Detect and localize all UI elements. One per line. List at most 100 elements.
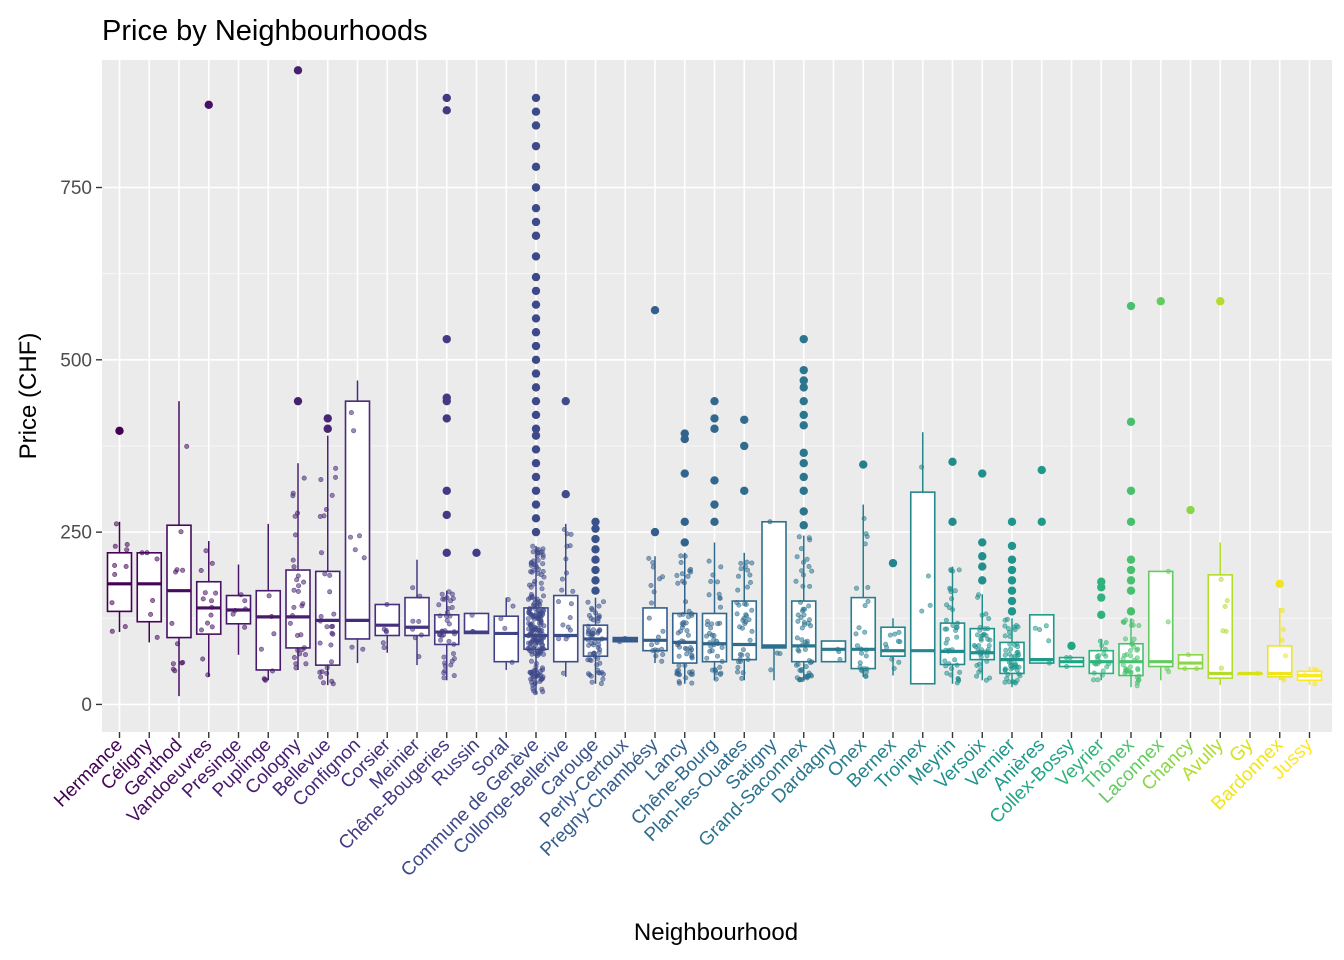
jitter-point [651, 589, 657, 595]
jitter-point [303, 661, 309, 667]
jitter-point [525, 633, 531, 639]
jitter-point [205, 620, 211, 626]
box-Bellevue [314, 414, 341, 687]
jitter-point [719, 644, 725, 650]
box-Confignon [344, 380, 371, 664]
jitter-point [539, 633, 545, 639]
jitter-point [563, 556, 569, 562]
jitter-point [541, 607, 547, 613]
jitter-point [1135, 666, 1141, 672]
outlier-point [1007, 586, 1017, 595]
jitter-point [169, 620, 175, 626]
box-iqr [166, 524, 192, 639]
jitter-point [1003, 647, 1009, 653]
jitter-point [328, 642, 334, 648]
jitter-point [298, 632, 304, 638]
outlier-point [710, 396, 719, 406]
outlier-point [978, 538, 987, 547]
outlier-point [531, 341, 541, 351]
jitter-point [209, 624, 215, 630]
outlier-point [323, 414, 332, 423]
jitter-point [292, 532, 298, 538]
jitter-point [974, 632, 980, 638]
outlier-point [442, 106, 451, 115]
jitter-point [532, 680, 538, 686]
outlier-point [1126, 517, 1136, 526]
jitter-point [441, 675, 447, 681]
jitter-point [683, 599, 689, 605]
jitter-point [976, 649, 982, 655]
outlier-point [204, 100, 213, 110]
jitter-point [714, 579, 720, 585]
outlier-point [531, 410, 541, 420]
jitter-point [232, 607, 238, 613]
jitter-point [568, 601, 574, 607]
jitter-point [708, 625, 714, 631]
jitter-point [586, 642, 592, 648]
outlier-point [799, 448, 808, 458]
jitter-point [747, 572, 753, 578]
outlier-point [1007, 576, 1017, 585]
jitter-point [856, 625, 862, 631]
y-tick-label: 0 [81, 695, 92, 716]
jitter-point [742, 564, 748, 570]
jitter-point [1097, 659, 1103, 665]
jitter-point [597, 660, 603, 666]
jitter-point [540, 561, 546, 567]
jitter-point [799, 667, 805, 673]
jitter-point [1014, 677, 1020, 683]
jitter-point [1015, 624, 1021, 630]
jitter-point [439, 591, 445, 597]
jitter-point [747, 579, 753, 585]
jitter-point [985, 647, 991, 653]
jitter-point [528, 584, 534, 590]
outlier-point [710, 414, 719, 423]
jitter-point [361, 555, 367, 561]
jitter-point [689, 655, 695, 661]
jitter-point [293, 661, 299, 667]
box-iqr [344, 400, 371, 640]
outlier-point [978, 552, 987, 561]
outlier-point [799, 383, 808, 392]
jitter-point [348, 410, 354, 416]
jitter-point [352, 547, 358, 553]
jitter-point [109, 628, 115, 634]
jitter-point [950, 622, 956, 628]
jitter-point [319, 669, 325, 675]
jitter-point [660, 651, 666, 657]
box-Collex-Bossy [1058, 641, 1085, 669]
outlier-point [740, 486, 749, 495]
jitter-point [1007, 641, 1013, 647]
jitter-point [800, 559, 806, 565]
outlier-point [888, 558, 898, 568]
jitter-point [774, 650, 780, 656]
jitter-point [560, 622, 566, 628]
jitter-point [679, 571, 685, 577]
outlier-point [978, 562, 987, 571]
jitter-point [1046, 638, 1052, 644]
jitter-point [710, 572, 716, 578]
chart-title: Price by Neighbourhoods [102, 15, 428, 47]
outlier-point [1126, 486, 1136, 495]
outlier-point [442, 334, 451, 344]
jitter-point [1127, 664, 1133, 670]
jitter-point [676, 653, 682, 659]
jitter-point [971, 642, 977, 648]
outlier-point [531, 141, 541, 151]
jitter-point [653, 653, 659, 659]
jitter-point [560, 670, 566, 676]
jitter-point [380, 640, 386, 646]
jitter-point [655, 634, 661, 640]
jitter-point [302, 652, 308, 658]
outlier-point [561, 490, 570, 499]
jitter-point [1134, 647, 1140, 653]
jitter-point [180, 567, 186, 573]
jitter-point [526, 620, 532, 626]
jitter-point [113, 521, 119, 527]
jitter-point [800, 572, 806, 578]
y-axis: 0 250 500 750 [60, 178, 102, 716]
jitter-point [525, 616, 531, 622]
jitter-point [767, 519, 773, 525]
jitter-point [1134, 655, 1140, 661]
